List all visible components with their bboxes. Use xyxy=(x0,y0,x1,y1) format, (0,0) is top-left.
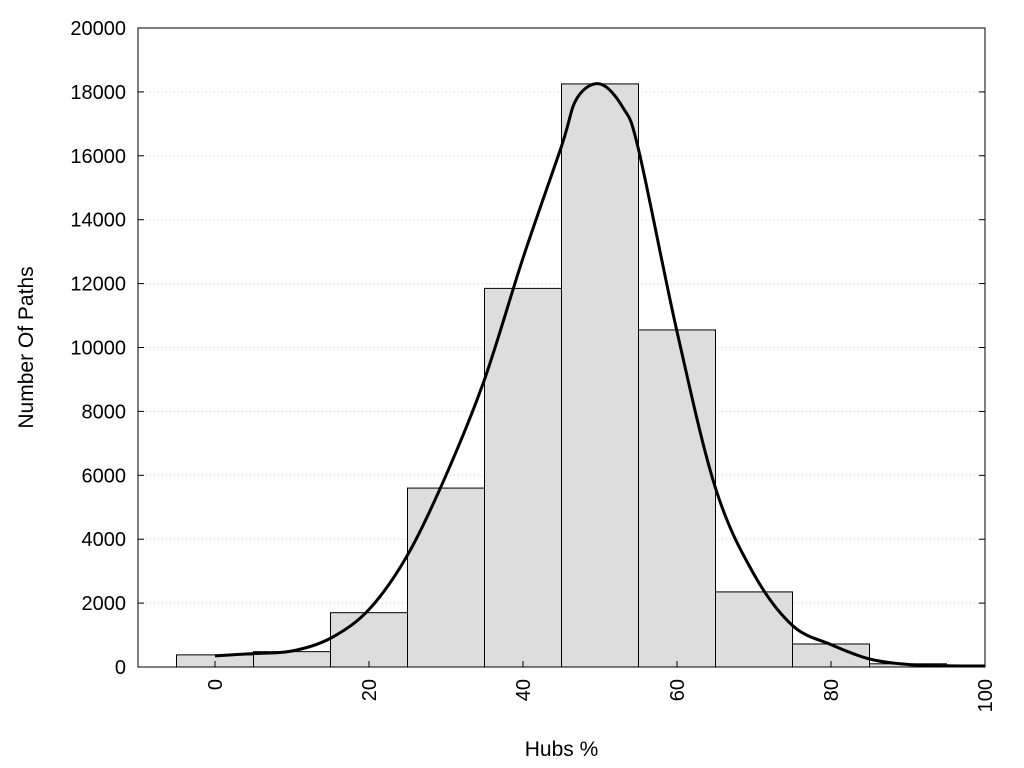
histogram-bar xyxy=(715,591,793,668)
y-axis-label: Number Of Paths xyxy=(15,266,38,428)
y-tick-label: 18000 xyxy=(70,82,126,104)
x-axis-label: Hubs % xyxy=(525,738,599,761)
bars xyxy=(176,83,947,668)
y-tick-label: 2000 xyxy=(82,593,127,615)
y-tick-label: 12000 xyxy=(70,274,126,296)
y-tick-label: 10000 xyxy=(70,338,126,360)
histogram-bar xyxy=(638,329,716,668)
y-tick-label: 14000 xyxy=(70,210,126,232)
x-tick-label: 0 xyxy=(205,679,227,690)
x-tick-label: 40 xyxy=(513,679,535,701)
y-tick-label: 16000 xyxy=(70,146,126,168)
y-tick-label: 8000 xyxy=(82,401,127,423)
y-axis-ticks: 0 2000 4000 6000 8000 10000 12000 14000 16000 180… xyxy=(70,18,985,679)
density-curve xyxy=(214,82,986,668)
x-tick-label: 80 xyxy=(821,679,843,701)
x-tick-label: 60 xyxy=(667,679,689,701)
density-curve-line xyxy=(214,82,986,668)
y-tick-label: 4000 xyxy=(82,529,127,551)
x-tick-label: 100 xyxy=(975,679,997,712)
y-tick-label: 6000 xyxy=(82,465,127,487)
x-axis-ticks: 0 20 40 60 80 100 xyxy=(205,661,997,712)
y-tick-label: 0 xyxy=(115,657,126,679)
x-tick-label: 20 xyxy=(359,679,381,701)
y-tick-label: 20000 xyxy=(70,18,126,40)
histogram-bar xyxy=(407,487,485,668)
histogram-bar xyxy=(330,612,408,668)
histogram-bar xyxy=(561,83,639,668)
